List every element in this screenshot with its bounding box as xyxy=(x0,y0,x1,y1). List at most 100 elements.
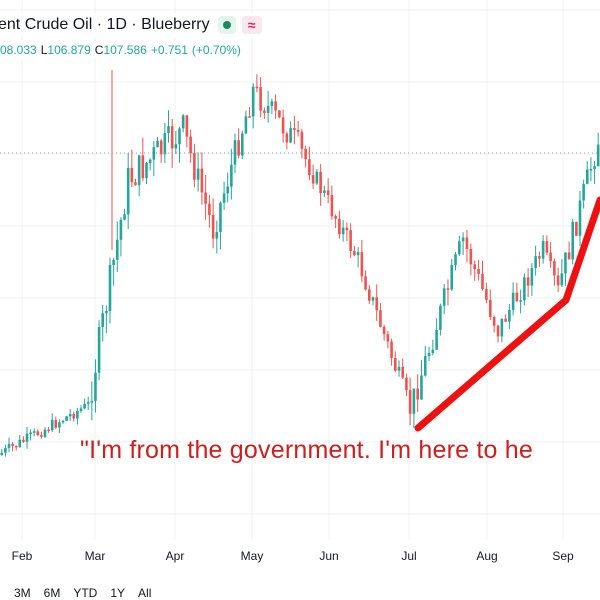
candle-body xyxy=(141,155,145,179)
change-value: +0.751 xyxy=(150,43,188,57)
candle-body xyxy=(367,289,371,301)
candle-body xyxy=(126,167,130,215)
candle-body xyxy=(371,297,375,301)
range-ytd-button[interactable]: YTD xyxy=(73,586,98,600)
low-label: L xyxy=(40,43,48,57)
symbol-title[interactable]: ent Crude Oil · 1D · Blueberry xyxy=(0,16,210,33)
month-label-aug: Aug xyxy=(476,549,498,563)
open-value: 08.033 xyxy=(0,43,37,57)
candle-body xyxy=(589,169,593,171)
candle-body xyxy=(163,132,167,155)
candle-body xyxy=(156,140,159,148)
candle-body xyxy=(375,297,379,311)
candle-body xyxy=(54,419,58,428)
candle-body xyxy=(47,429,50,432)
candle-body xyxy=(575,221,578,236)
candle-body xyxy=(219,202,222,232)
candle-body xyxy=(390,341,393,358)
candle-body xyxy=(553,261,556,276)
chart-header: ent Crude Oil · 1D · Blueberry ≈ xyxy=(0,13,268,37)
range-6m-button[interactable]: 6M xyxy=(43,586,61,600)
range-all-button[interactable]: All xyxy=(138,586,152,600)
range-3m-button[interactable]: 3M xyxy=(14,586,31,600)
candle-body xyxy=(408,390,412,414)
annotation-text: "I'm from the government. I'm here to he xyxy=(80,436,533,464)
candle-body xyxy=(508,309,511,322)
candle-body xyxy=(556,275,560,286)
candle-body xyxy=(189,136,192,154)
candle-body xyxy=(296,129,300,132)
range-1y-button[interactable]: 1Y xyxy=(110,586,126,600)
candle-body xyxy=(181,115,185,129)
candle-body xyxy=(79,408,83,411)
candle-body xyxy=(97,326,101,373)
candle-body xyxy=(112,259,115,266)
candle-body xyxy=(420,375,423,400)
candle-body xyxy=(345,227,349,231)
candle-body xyxy=(32,431,36,433)
candle-body xyxy=(204,192,207,204)
candle-body xyxy=(7,443,11,448)
candle-body xyxy=(353,250,356,256)
candle-body xyxy=(145,163,148,179)
market-status-button[interactable] xyxy=(217,16,236,34)
candle-body xyxy=(4,447,7,453)
candle-body xyxy=(300,131,304,149)
candle-body xyxy=(477,269,480,274)
month-label-apr: Apr xyxy=(165,549,185,563)
time-axis: Feb Mar Apr May Jun Jul Aug Sep xyxy=(0,546,600,570)
candle-body xyxy=(582,183,585,201)
candle-body xyxy=(481,273,484,290)
wave-icon[interactable]: ≈ xyxy=(241,16,262,34)
candle-body xyxy=(496,325,500,337)
candle-body xyxy=(159,140,163,155)
candle-body xyxy=(330,195,334,217)
candle-body xyxy=(61,420,65,423)
candle-body xyxy=(364,276,367,290)
candle-body xyxy=(427,352,431,357)
candles xyxy=(0,70,600,457)
candle-body xyxy=(137,155,141,185)
candle-body xyxy=(211,214,215,239)
candle-body xyxy=(148,159,152,164)
candle-body xyxy=(68,413,72,417)
candle-body xyxy=(571,221,575,260)
month-label-jun: Jun xyxy=(319,549,339,563)
candle-body xyxy=(251,86,255,117)
candle-body xyxy=(289,128,292,143)
candle-body xyxy=(446,288,450,290)
candle-body xyxy=(338,218,341,235)
candle-body xyxy=(461,237,465,242)
candle-body xyxy=(76,410,79,419)
candle-body xyxy=(511,292,515,310)
candle-body xyxy=(473,264,477,270)
candle-body xyxy=(274,101,277,111)
candle-body xyxy=(564,252,567,274)
candle-body xyxy=(465,237,469,250)
close-value: 107.586 xyxy=(103,43,147,57)
candle-body xyxy=(585,169,589,184)
candle-body xyxy=(178,128,181,145)
candle-body xyxy=(393,357,397,371)
candle-body xyxy=(72,413,76,419)
candle-body xyxy=(43,429,47,437)
drawn-trend-arrow xyxy=(414,196,600,432)
candle-body xyxy=(442,288,446,306)
candle-body xyxy=(379,310,382,327)
wave-glyph: ≈ xyxy=(247,17,256,33)
candle-body xyxy=(22,439,25,442)
candle-body xyxy=(174,144,178,149)
candle-body xyxy=(469,249,473,265)
candle-body xyxy=(567,252,571,260)
candle-body xyxy=(105,311,108,314)
candle-body xyxy=(454,254,457,265)
candle-body xyxy=(504,318,507,322)
candle-body xyxy=(412,388,416,414)
candle-body xyxy=(115,239,119,260)
candle-body xyxy=(526,277,530,286)
close-label: C xyxy=(94,43,104,57)
low-value: 106.879 xyxy=(47,43,91,57)
candle-body xyxy=(519,300,522,302)
candle-body xyxy=(259,87,262,111)
